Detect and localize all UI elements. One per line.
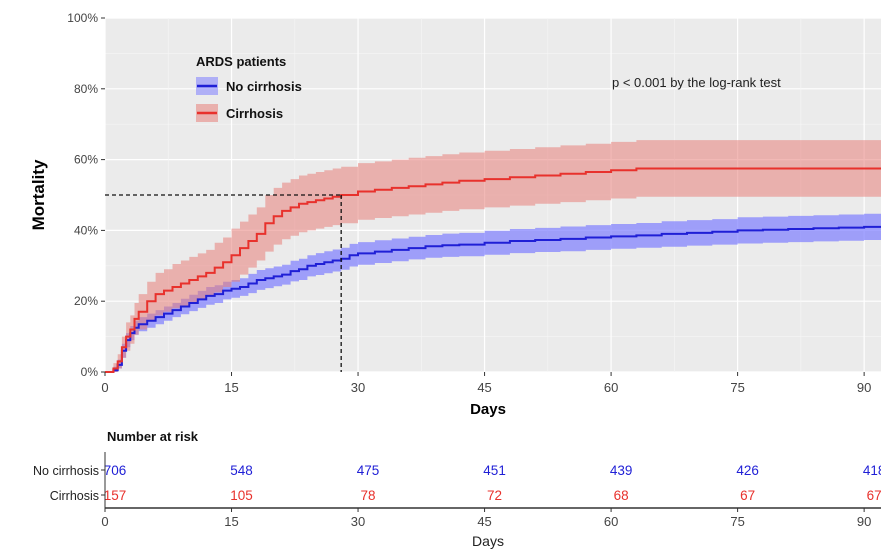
x-tick-label: 90 (857, 380, 871, 395)
series-line-no-cirrhosis (105, 225, 881, 373)
risk-table-title: Number at risk (107, 429, 199, 444)
median-markers (105, 194, 342, 372)
risk-cell: 78 (361, 488, 376, 503)
risk-x-tick-label: 0 (101, 514, 108, 529)
p-value-annotation: p < 0.001 by the log-rank test (612, 75, 781, 90)
x-tick-label: 75 (730, 380, 744, 395)
x-axis-label: Days (470, 401, 506, 418)
risk-x-tick-label: 75 (730, 514, 744, 529)
axes (101, 17, 865, 376)
risk-x-tick-label: 90 (857, 514, 871, 529)
x-tick-label: 0 (101, 380, 108, 395)
y-tick-label: 40% (74, 223, 98, 237)
confidence-band-cirrhosis (105, 140, 881, 372)
main-plot: 0% 20% 40% 60% 80% 100% 0 15 30 45 60 75 90 Mortali… (29, 11, 881, 418)
series-line-cirrhosis (105, 167, 881, 373)
legend-label-cirrhosis: Cirrhosis (226, 106, 283, 121)
y-tick-label: 100% (67, 11, 98, 25)
risk-cell: 451 (483, 463, 506, 478)
x-tick-label: 60 (604, 380, 618, 395)
risk-cell: 426 (736, 463, 759, 478)
risk-x-axis-label: Days (472, 533, 504, 549)
y-axis-label: Mortality (29, 159, 48, 230)
risk-table: Number at risk No cirrhosis 706 548 475 451 4… (33, 429, 881, 549)
legend: ARDS patients No cirrhosis Cirrhosis (196, 54, 302, 122)
risk-cell: 418 (863, 463, 881, 478)
risk-cell: 475 (357, 463, 380, 478)
x-tick-labels: 0 15 30 45 60 75 90 (101, 380, 871, 395)
risk-cell: 68 (614, 488, 629, 503)
risk-cell: 67 (867, 488, 881, 503)
y-tick-label: 20% (74, 294, 98, 308)
risk-rows: No cirrhosis 706 548 475 451 439 426 418 Cirrhos… (33, 463, 881, 503)
risk-x-tick-label: 45 (477, 514, 491, 529)
legend-label-no-cirrhosis: No cirrhosis (226, 79, 302, 94)
risk-cell: 105 (230, 488, 253, 503)
risk-cell: 72 (487, 488, 502, 503)
risk-cell: 548 (230, 463, 253, 478)
y-tick-label: 80% (74, 82, 98, 96)
y-tick-label: 0% (81, 365, 99, 379)
risk-x-tick-labels: 0 15 30 45 60 75 90 (101, 514, 871, 529)
risk-x-tick-label: 60 (604, 514, 618, 529)
y-tick-label: 60% (74, 153, 98, 167)
risk-row-label: Cirrhosis (50, 489, 99, 503)
risk-cell: 706 (104, 463, 127, 478)
x-tick-label: 30 (351, 380, 365, 395)
x-tick-label: 45 (477, 380, 491, 395)
x-tick-label: 15 (224, 380, 238, 395)
risk-cell: 67 (740, 488, 755, 503)
risk-row-label: No cirrhosis (33, 464, 99, 478)
risk-axes (101, 452, 881, 512)
risk-x-tick-label: 30 (351, 514, 365, 529)
y-tick-labels: 0% 20% 40% 60% 80% 100% (67, 11, 98, 379)
legend-title: ARDS patients (196, 54, 286, 69)
risk-x-tick-label: 15 (224, 514, 238, 529)
survival-curves (105, 167, 881, 373)
risk-cell: 439 (610, 463, 633, 478)
risk-cell: 157 (104, 488, 127, 503)
